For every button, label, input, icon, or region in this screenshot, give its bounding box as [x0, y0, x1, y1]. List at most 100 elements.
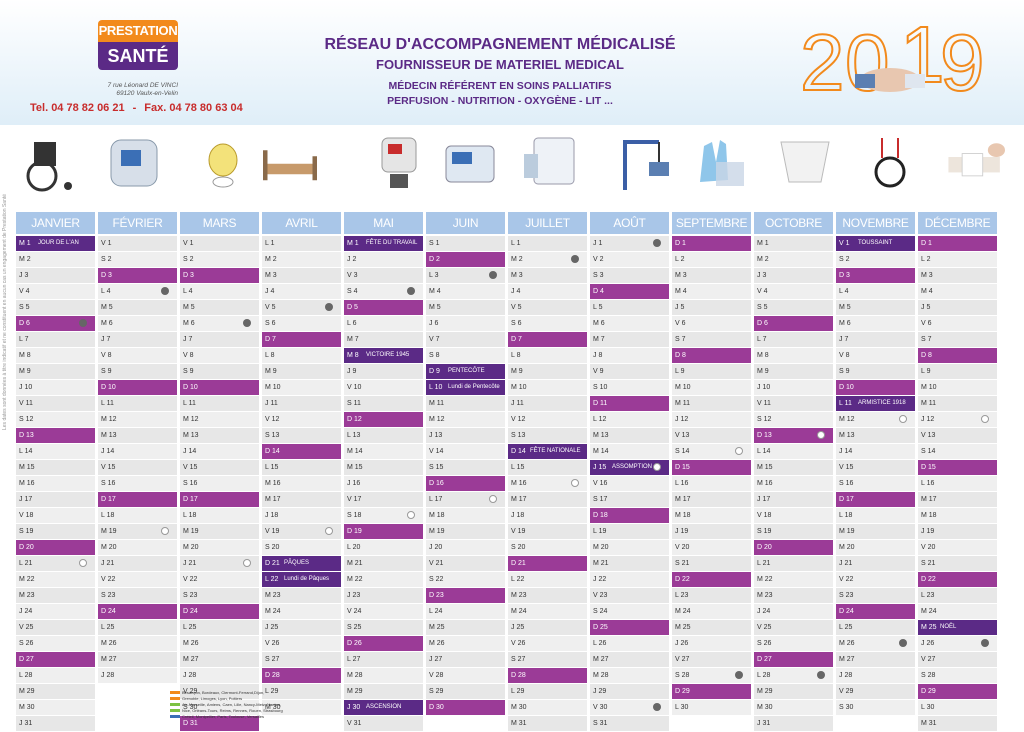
day-label: M 2 — [511, 256, 523, 263]
day-cell: S 9 — [180, 364, 259, 380]
day-cell: J 15 ASSOMPTION — [590, 460, 669, 476]
day-label: S 19 — [19, 528, 34, 535]
day-cell: J 12 — [918, 412, 997, 428]
day-cell: M 10 — [918, 380, 997, 396]
day-label: S 6 — [265, 320, 276, 327]
day-label: D 19 — [347, 528, 362, 535]
day-label: M 26 — [183, 640, 199, 647]
full-moon-icon — [899, 415, 907, 423]
day-label: L 16 — [675, 480, 689, 487]
address: 7 rue Léonard DE VINCI 69120 Vaulx-en-Ve… — [98, 82, 178, 98]
day-label: S 13 — [511, 432, 526, 439]
day-cell: M 2 — [16, 252, 95, 268]
day-label: J 22 — [593, 576, 607, 583]
day-cell: M 2 — [262, 252, 341, 268]
day-cell: S 21 — [672, 556, 751, 572]
header-band: PRESTATION SANTÉ 7 rue Léonard DE VINCI … — [0, 0, 1024, 125]
day-label: L 21 — [757, 560, 771, 567]
day-label: V 3 — [347, 272, 358, 279]
day-label: L 23 — [921, 592, 935, 599]
month-header: AOÛT — [590, 212, 669, 236]
day-cell: M 5 — [426, 300, 505, 316]
day-cell: M 12 — [426, 412, 505, 428]
day-label: M 5 — [839, 304, 851, 311]
day-cell: V 15 — [836, 460, 915, 476]
day-cell: D 8 — [672, 348, 751, 364]
day-cell: S 15 — [426, 460, 505, 476]
day-cell: M 14 — [344, 444, 423, 460]
day-cell: D 5 — [344, 300, 423, 316]
day-cell: L 14 — [754, 444, 833, 460]
day-cell: V 22 — [836, 572, 915, 588]
day-label: V 8 — [183, 352, 194, 359]
month-column: NOVEMBRE V 1 TOUSSAINT S 2 D 3 L 4 M 5 M 6 J 7 V … — [836, 212, 915, 716]
day-label: J 3 — [757, 272, 767, 279]
day-cell: L 11 ARMISTICE 1918 — [836, 396, 915, 412]
day-cell: D 1 — [672, 236, 751, 252]
day-label: M 27 — [101, 656, 117, 663]
day-cell: D 1 — [918, 236, 997, 252]
day-cell: M 25 NOËL — [918, 620, 997, 636]
day-cell: M 23 — [754, 588, 833, 604]
day-label: S 11 — [347, 400, 361, 407]
day-cell: J 17 — [16, 492, 95, 508]
day-cell: M 26 — [426, 636, 505, 652]
day-cell: M 19 — [180, 524, 259, 540]
day-cell: S 8 — [426, 348, 505, 364]
day-cell: M 22 — [754, 572, 833, 588]
logo-line1: PRESTATION — [98, 20, 178, 42]
day-label: J 9 — [347, 368, 357, 375]
day-label: V 21 — [429, 560, 444, 567]
day-label: M 14 — [347, 448, 363, 455]
day-label: J 11 — [265, 400, 278, 407]
main-title: RÉSEAU D'ACCOMPAGNEMENT MÉDICALISÉ — [324, 36, 676, 53]
full-moon-icon — [571, 479, 579, 487]
day-cell: D 10 — [836, 380, 915, 396]
day-label: D 26 — [347, 640, 362, 647]
day-cell: J 21 — [836, 556, 915, 572]
day-label: D 25 — [593, 624, 608, 631]
day-label: M 15 — [347, 464, 363, 471]
day-cell: M 23 — [508, 588, 587, 604]
day-cell: J 19 — [672, 524, 751, 540]
day-label: D 11 — [593, 400, 608, 407]
holiday-label: PÂQUES — [284, 560, 310, 566]
feeding-pump-icon — [381, 137, 417, 188]
month-header: FÉVRIER — [98, 212, 177, 236]
medical-bed-icon — [263, 150, 317, 181]
day-cell: L 22 Lundi de Pâques — [262, 572, 341, 588]
day-cell: M 29 — [754, 684, 833, 700]
day-label: D 2 — [429, 256, 440, 263]
day-cell: M 20 — [98, 540, 177, 556]
day-label: D 29 — [921, 688, 936, 695]
day-label: M 10 — [265, 384, 281, 391]
day-cell: L 22 — [508, 572, 587, 588]
day-label: L 22 — [265, 576, 279, 583]
day-cell: M 11 — [426, 396, 505, 412]
day-cell: D 21 — [508, 556, 587, 572]
day-label: D 1 — [675, 240, 686, 247]
day-label: L 11 — [183, 400, 196, 407]
day-label: L 21 — [19, 560, 33, 567]
month-header: OCTOBRE — [754, 212, 833, 236]
day-label: L 20 — [347, 544, 361, 551]
day-label: J 12 — [675, 416, 689, 423]
day-label: D 3 — [101, 272, 112, 279]
day-cell: S 7 — [918, 332, 997, 348]
day-label: V 7 — [429, 336, 440, 343]
day-cell: M 25 — [672, 620, 751, 636]
month-column: MAI M 1 FÊTE DU TRAVAIL J 2 V 3 S 4 D 5 L 6 M 7 M… — [344, 212, 423, 732]
day-cell: M 22 — [16, 572, 95, 588]
day-cell: L 6 — [344, 316, 423, 332]
day-cell: M 24 — [508, 604, 587, 620]
day-cell: V 7 — [426, 332, 505, 348]
day-cell: S 31 — [590, 716, 669, 732]
day-label: J 7 — [183, 336, 193, 343]
day-cell: V 28 — [426, 668, 505, 684]
day-cell: M 12 — [836, 412, 915, 428]
day-label: J 7 — [101, 336, 111, 343]
day-cell: L 20 — [344, 540, 423, 556]
day-label: M 8 — [347, 352, 359, 359]
day-label: J 14 — [101, 448, 115, 455]
day-label: M 7 — [347, 336, 359, 343]
